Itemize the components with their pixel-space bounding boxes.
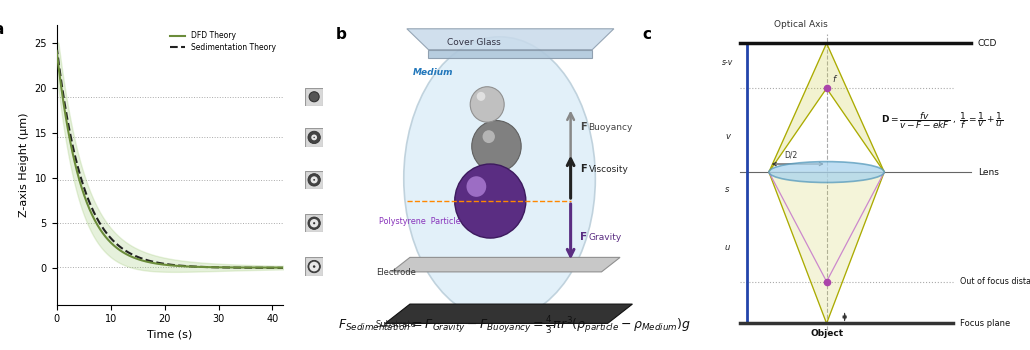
Circle shape [482, 130, 494, 143]
Text: Gravity: Gravity [588, 233, 622, 242]
X-axis label: Time (s): Time (s) [147, 330, 193, 340]
Text: F: F [580, 232, 587, 242]
Text: F: F [580, 164, 586, 174]
Text: s-v: s-v [722, 58, 733, 67]
Ellipse shape [768, 162, 884, 182]
Circle shape [470, 87, 504, 122]
Legend: DFD Theory, Sedimentation Theory: DFD Theory, Sedimentation Theory [167, 28, 279, 55]
Text: a: a [0, 22, 3, 37]
Text: CCD: CCD [977, 39, 997, 48]
Text: $f$: $f$ [832, 73, 838, 84]
Polygon shape [407, 29, 614, 50]
Circle shape [477, 92, 485, 101]
Polygon shape [391, 257, 620, 272]
Circle shape [311, 176, 317, 183]
Text: Optical Axis: Optical Axis [775, 20, 828, 29]
Text: Substrate: Substrate [376, 320, 417, 329]
Polygon shape [385, 304, 632, 323]
Text: Cover Glass: Cover Glass [447, 38, 501, 47]
Text: F: F [580, 122, 586, 132]
Circle shape [313, 137, 315, 138]
Circle shape [309, 92, 319, 102]
Text: u: u [725, 243, 730, 252]
Text: b: b [336, 27, 347, 42]
Circle shape [310, 219, 318, 228]
Text: $F_{Sedimentation} = F_{Gravity} - F_{Buoyancy} = \frac{4}{3}\pi r^3 (\rho_{part: $F_{Sedimentation} = F_{Gravity} - F_{Bu… [339, 314, 691, 336]
Text: s: s [725, 185, 729, 194]
Circle shape [311, 134, 317, 140]
Circle shape [467, 176, 486, 197]
Circle shape [313, 179, 315, 181]
Text: Out of focus distance: Out of focus distance [960, 277, 1030, 286]
Polygon shape [768, 172, 884, 323]
Circle shape [308, 174, 320, 186]
Text: Object: Object [810, 329, 844, 338]
Text: Lens: Lens [977, 168, 999, 176]
Y-axis label: Z-axis Height (μm): Z-axis Height (μm) [19, 112, 29, 217]
Text: c: c [643, 27, 652, 42]
Circle shape [454, 164, 525, 238]
Circle shape [308, 217, 320, 229]
Circle shape [472, 120, 521, 172]
Circle shape [308, 260, 320, 273]
Text: Polystyrene  Particle: Polystyrene Particle [379, 217, 460, 226]
Polygon shape [428, 50, 592, 58]
Text: v: v [725, 132, 730, 141]
Circle shape [308, 131, 320, 144]
Text: Focus plane: Focus plane [960, 319, 1010, 328]
Circle shape [309, 262, 319, 271]
Text: Buoyancy: Buoyancy [588, 123, 632, 132]
Text: $\mathbf{D} = \dfrac{fv}{v-F-ekF}\ ,\ \dfrac{1}{f} = \dfrac{1}{v}+\dfrac{1}{u}$: $\mathbf{D} = \dfrac{fv}{v-F-ekF}\ ,\ \d… [881, 110, 1003, 131]
Text: D/2: D/2 [784, 150, 797, 160]
Text: Viscosity: Viscosity [588, 165, 628, 174]
Circle shape [313, 222, 315, 224]
Ellipse shape [404, 37, 595, 320]
Text: Electrode: Electrode [376, 268, 416, 277]
Polygon shape [768, 43, 884, 172]
Text: Medium: Medium [413, 69, 453, 77]
Circle shape [313, 265, 315, 268]
